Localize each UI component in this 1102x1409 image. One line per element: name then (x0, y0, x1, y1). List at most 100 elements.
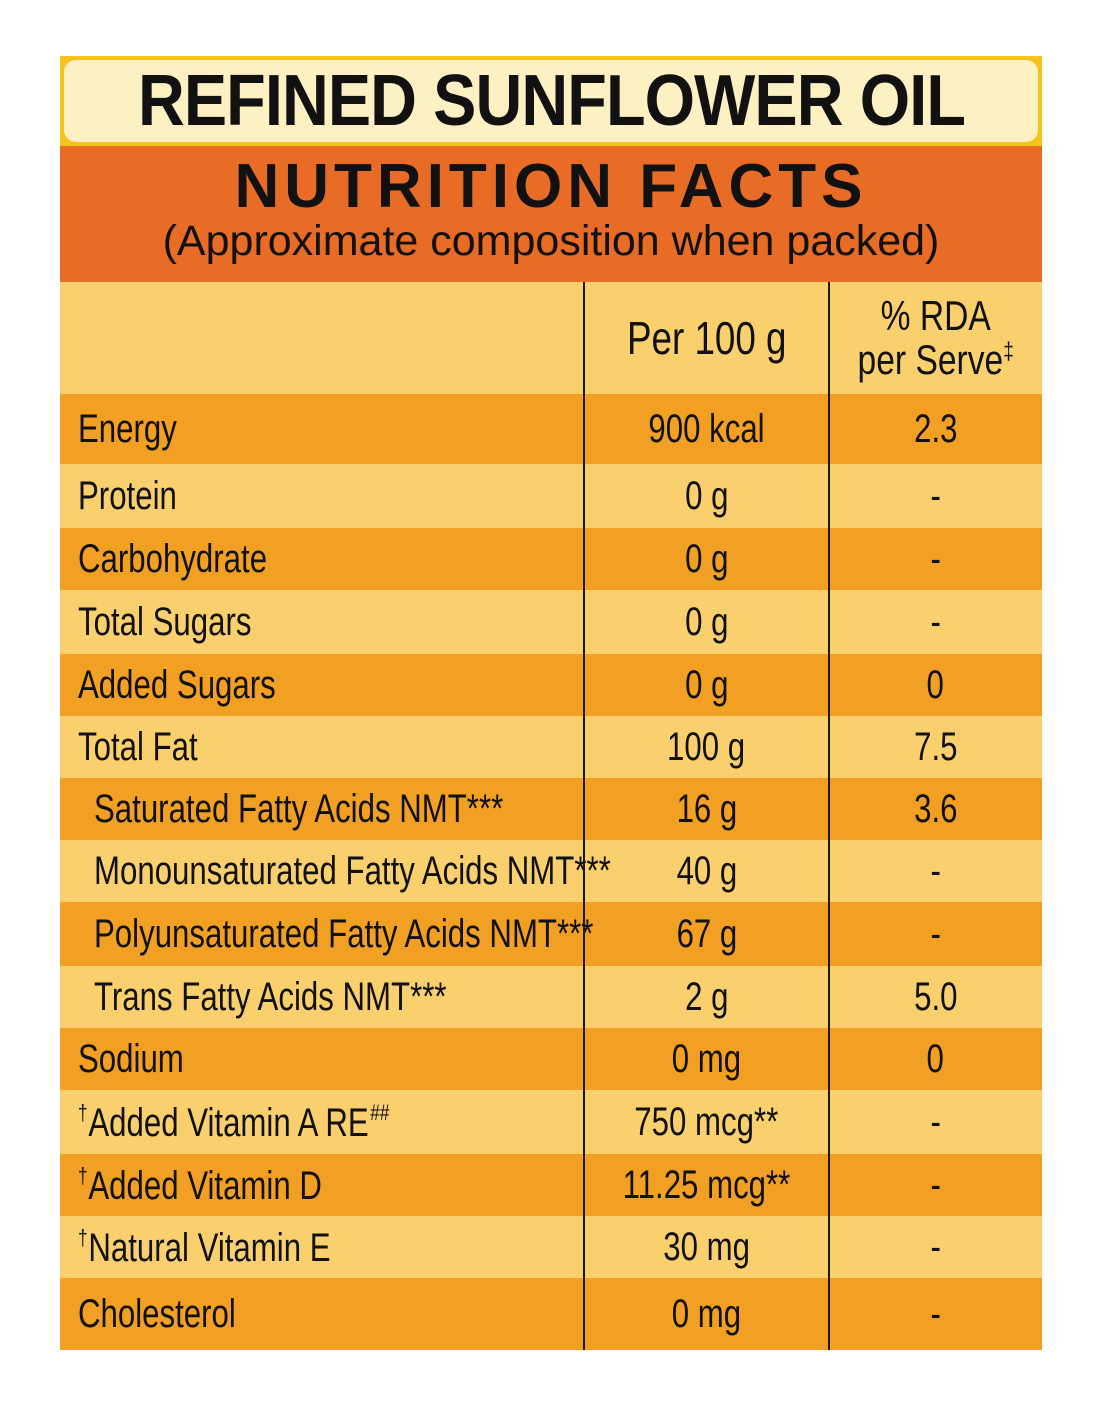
rda-value: - (930, 1225, 941, 1269)
rda-value: 5.0 (913, 975, 958, 1019)
per-100g-cell: 0 g (584, 590, 829, 654)
rda-value: - (930, 1163, 941, 1207)
nutrient-name-cell: Energy (78, 394, 583, 464)
table-row: †Natural Vitamin E 30 mg - (60, 1216, 1042, 1278)
rda-value: 7.5 (913, 725, 958, 769)
nutrient-name-cell: Added Sugars (78, 654, 583, 716)
rda-value: 2.3 (913, 407, 958, 451)
per-100g-value: 2 g (684, 975, 729, 1019)
table-row: †Added Vitamin D 11.25 mcg** - (60, 1154, 1042, 1216)
table-row: Added Sugars 0 g 0 (60, 654, 1042, 716)
per-100g-cell: 0 mg (584, 1028, 829, 1090)
per-100g-value: 0 g (684, 663, 729, 707)
per-100g-value: 0 mg (671, 1037, 742, 1081)
rda-value: - (930, 912, 941, 956)
rda-value: - (930, 849, 941, 893)
rda-cell: 0 (829, 654, 1042, 716)
nutrition-facts-header: NUTRITION FACTS (Approximate composition… (60, 146, 1042, 282)
per-100g-cell: 0 mg (584, 1278, 829, 1350)
dagger-mark: † (78, 1224, 88, 1250)
footnote-mark: ## (370, 1099, 390, 1125)
nutrient-name-cell: †Added Vitamin A RE## (78, 1090, 583, 1154)
rda-cell: - (829, 1216, 1042, 1278)
per-100g-value: 750 mcg** (634, 1100, 779, 1144)
nutrient-name-cell: Polyunsaturated Fatty Acids NMT*** (94, 902, 593, 966)
per-100g-cell: 11.25 mcg** (584, 1154, 829, 1216)
header-rda-mark: ‡ (1002, 338, 1014, 365)
per-100g-cell: 40 g (584, 840, 829, 902)
per-100g-cell: 750 mcg** (584, 1090, 829, 1154)
rda-cell: - (829, 840, 1042, 902)
nutrient-label: Natural Vitamin E (88, 1225, 331, 1270)
header-rda-label: % RDA per Serve‡ (857, 291, 1014, 383)
nutrient-name: †Natural Vitamin E (78, 1224, 331, 1270)
nutrient-name: Carbohydrate (78, 539, 267, 579)
per-100g-cell: 100 g (584, 716, 829, 778)
table-row: †Added Vitamin A RE## 750 mcg** - (60, 1090, 1042, 1154)
nutrient-label: Saturated Fatty Acids NMT*** (94, 787, 504, 831)
table-row: Trans Fatty Acids NMT*** 2 g 5.0 (60, 966, 1042, 1028)
table-row: Polyunsaturated Fatty Acids NMT*** 67 g - (60, 902, 1042, 966)
nutrient-name-cell: Total Fat (78, 716, 583, 778)
per-100g-cell: 0 g (584, 654, 829, 716)
nutrient-name: Trans Fatty Acids NMT*** (94, 977, 447, 1017)
nutrient-label: Protein (78, 474, 177, 518)
nutrient-name: Total Sugars (78, 602, 251, 642)
nutrient-name: Sodium (78, 1039, 184, 1079)
nutrient-label: Trans Fatty Acids NMT*** (94, 975, 447, 1019)
rda-value: - (930, 1100, 941, 1144)
table-row: Carbohydrate 0 g - (60, 528, 1042, 590)
table-row: Energy 900 kcal 2.3 (60, 394, 1042, 464)
table-row: Protein 0 g - (60, 464, 1042, 528)
nutrient-name-cell: Protein (78, 464, 583, 528)
per-100g-cell: 0 g (584, 528, 829, 590)
product-title-box: REFINED SUNFLOWER OIL (64, 60, 1038, 142)
table-header-row: Per 100 g % RDA per Serve‡ (60, 282, 1042, 394)
rda-value: - (930, 537, 941, 581)
per-100g-cell: 30 mg (584, 1216, 829, 1278)
nutrient-label: Added Vitamin D (88, 1163, 322, 1208)
nutrition-label: REFINED SUNFLOWER OIL NUTRITION FACTS (A… (60, 56, 1042, 1350)
header-rda-line2: per Serve (857, 336, 1003, 383)
rda-value: - (930, 474, 941, 518)
nutrient-name: Saturated Fatty Acids NMT*** (94, 789, 503, 829)
per-100g-value: 100 g (667, 725, 746, 769)
per-100g-cell: 67 g (584, 902, 829, 966)
nutrient-label: Sodium (78, 1037, 184, 1081)
nutrient-name: Total Fat (78, 727, 198, 767)
per-100g-cell: 2 g (584, 966, 829, 1028)
header-rda-line1: % RDA (880, 291, 991, 339)
nutrient-name: †Added Vitamin A RE## (78, 1099, 390, 1143)
nutrient-name: Polyunsaturated Fatty Acids NMT*** (94, 914, 593, 954)
nutrient-name: Protein (78, 476, 177, 516)
rda-cell: 5.0 (829, 966, 1042, 1028)
nutrient-name-cell: Cholesterol (78, 1278, 583, 1350)
nutrient-label: Cholesterol (78, 1292, 236, 1336)
nutrient-label: Energy (78, 407, 177, 451)
rda-value: 3.6 (913, 787, 958, 831)
header-rda: % RDA per Serve‡ (829, 282, 1042, 394)
table-row: Saturated Fatty Acids NMT*** 16 g 3.6 (60, 778, 1042, 840)
rda-cell: - (829, 590, 1042, 654)
per-100g-cell: 900 kcal (584, 394, 829, 464)
rda-value: 0 (926, 1037, 945, 1081)
nutrient-label: Total Fat (78, 725, 198, 769)
rda-value: - (930, 600, 941, 644)
column-divider-2 (828, 282, 830, 1350)
nutrient-name-cell: Trans Fatty Acids NMT*** (94, 966, 586, 1028)
rda-cell: - (829, 528, 1042, 590)
rda-cell: - (829, 902, 1042, 966)
nutrient-label: Added Sugars (78, 663, 276, 707)
nutrient-label: Carbohydrate (78, 537, 268, 581)
rda-cell: 2.3 (829, 394, 1042, 464)
nutrient-name-cell: Saturated Fatty Acids NMT*** (94, 778, 586, 840)
nutrient-name-cell: Carbohydrate (78, 528, 583, 590)
dagger-mark: † (78, 1162, 88, 1188)
per-100g-value: 0 g (684, 600, 729, 644)
nutrient-label: Monounsaturated Fatty Acids NMT*** (94, 849, 611, 893)
table-row: Monounsaturated Fatty Acids NMT*** 40 g - (60, 840, 1042, 902)
rda-cell: - (829, 1154, 1042, 1216)
rda-cell: 0 (829, 1028, 1042, 1090)
per-100g-value: 11.25 mcg** (622, 1163, 791, 1207)
nutrient-name: Added Sugars (78, 665, 276, 705)
